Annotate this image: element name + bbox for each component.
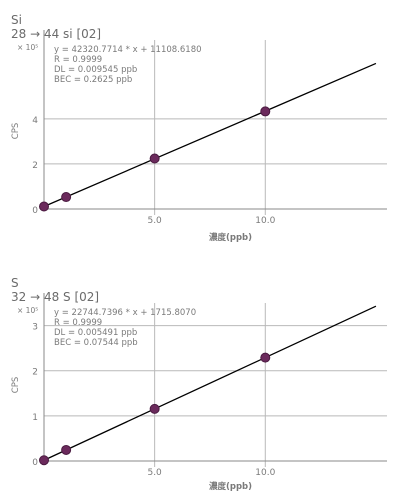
data-point	[39, 201, 49, 212]
fit-r-text: R = 0.9999	[54, 55, 102, 65]
data-point	[260, 106, 271, 117]
data-point	[61, 192, 72, 203]
y-axis-title: CPS	[11, 377, 21, 393]
fit-bec-text: BEC = 0.2625 ppb	[54, 75, 132, 85]
calibration-chart-si: 0 2 4 5.0 10.0 × 10⁵ 濃度(ppb) CPS y = 42320.7714 …	[11, 30, 387, 243]
y-tick-label: 3	[32, 323, 38, 333]
x-axis-title: 濃度(ppb)	[209, 232, 252, 243]
x-tick-label: 5.0	[147, 216, 162, 226]
transition-title: 28 → 44 si [02]	[11, 27, 102, 41]
element-title: Si	[11, 13, 22, 27]
y-tick-label: 2	[32, 368, 38, 378]
y-tick-label: 2	[32, 161, 38, 171]
y-tick-label: 0	[32, 206, 38, 216]
regression-line	[43, 62, 377, 208]
fit-equation-text: y = 42320.7714 * x + 11108.6180	[54, 45, 202, 55]
regression-line	[43, 305, 377, 461]
fit-bec-text: BEC = 0.07544 ppb	[54, 338, 138, 348]
x-tick-label: 10.0	[255, 216, 275, 226]
y-tick-label: 0	[32, 458, 38, 468]
calibration-chart-s: 0 1 2 3 5.0 10.0 × 10⁵ 濃度(ppb) CPS y = 22744.7396…	[11, 293, 387, 492]
fit-equation-text: y = 22744.7396 * x + 1715.8070	[54, 308, 196, 318]
calibration-panel-s: S 32 → 48 S [02] 0 1 2 3 5.0 10.0 × 10⁵ 濃度(ppb)…	[0, 263, 400, 500]
transition-title: 32 → 48 S [02]	[11, 290, 100, 304]
x-axis-title: 濃度(ppb)	[209, 481, 252, 492]
y-multiplier-label: × 10⁵	[17, 43, 38, 52]
x-tick-label: 10.0	[255, 468, 275, 478]
element-title: S	[11, 276, 19, 290]
calibration-panel-si: Si 28 → 44 si [02] 0 2 4 5.0 10.0 × 10⁵ 濃度(ppb…	[11, 13, 387, 243]
y-multiplier-label: × 10⁵	[17, 306, 38, 315]
x-tick-label: 5.0	[147, 468, 162, 478]
y-tick-label: 4	[32, 116, 38, 126]
data-point	[260, 352, 271, 363]
fit-dl-text: DL = 0.009545 ppb	[54, 65, 137, 75]
fit-dl-text: DL = 0.005491 ppb	[54, 328, 137, 338]
y-axis-title: CPS	[11, 123, 21, 139]
data-point	[39, 455, 49, 466]
data-point	[149, 153, 160, 164]
fit-r-text: R = 0.9999	[54, 318, 102, 328]
data-point	[61, 444, 72, 455]
y-tick-label: 1	[32, 413, 38, 423]
data-point	[149, 403, 160, 414]
